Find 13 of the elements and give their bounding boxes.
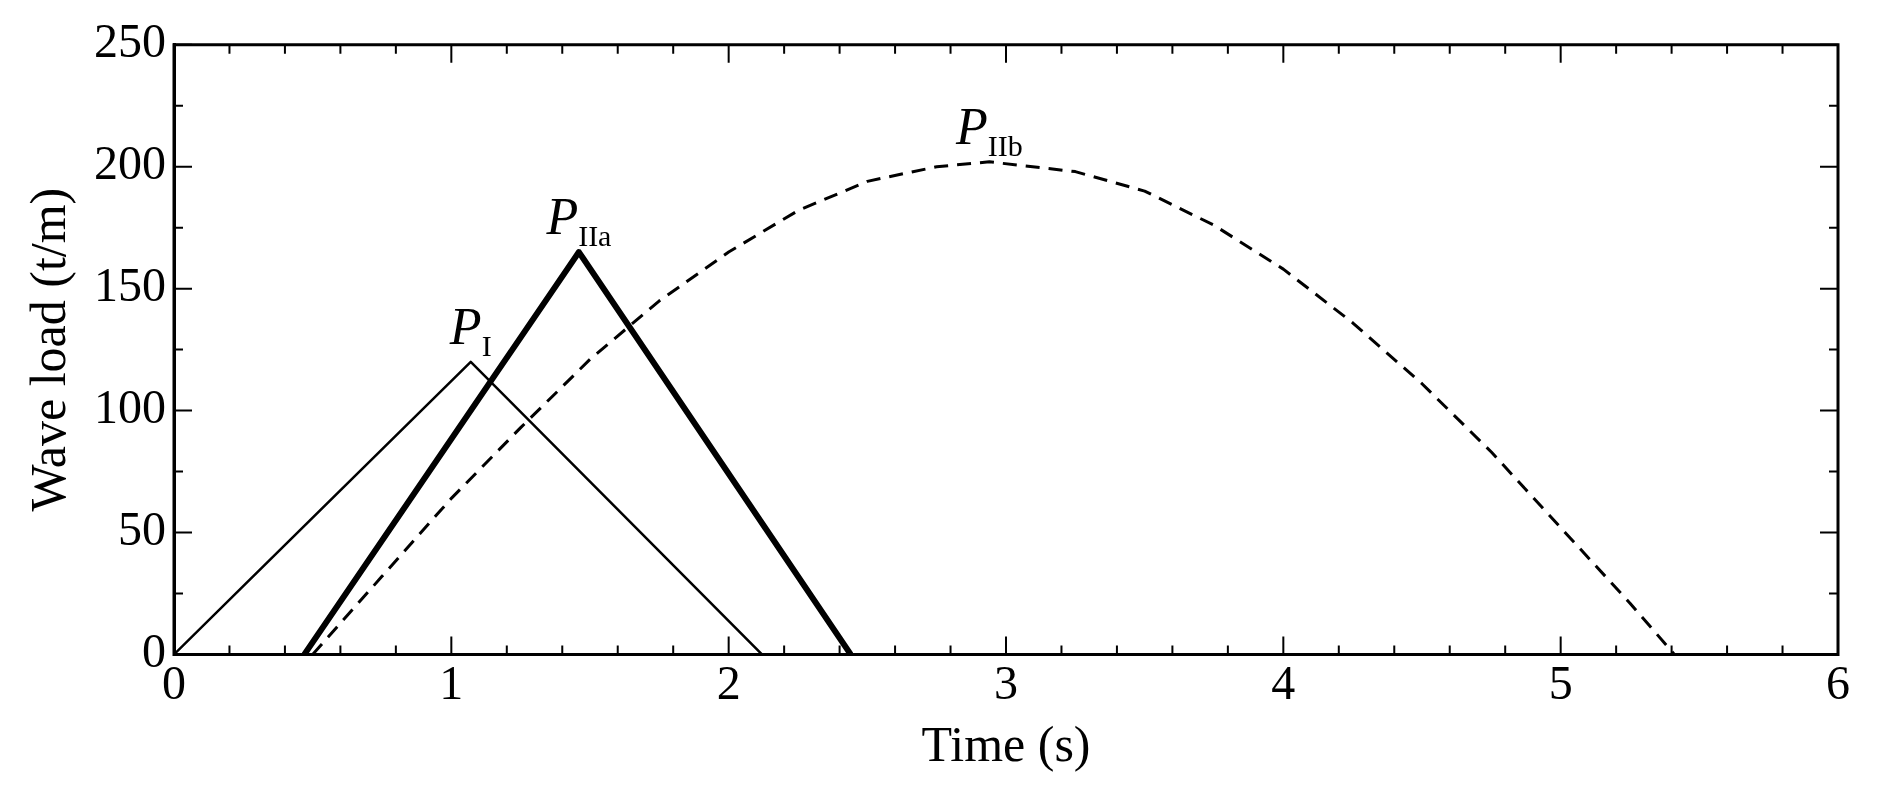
- x-axis-title: Time (s): [921, 716, 1091, 773]
- y-tick-label: 250: [94, 14, 166, 68]
- x-tick-label: 1: [439, 655, 464, 709]
- y-tick-label: 50: [118, 502, 166, 556]
- y-axis-title: Wave load (t/m): [20, 187, 77, 512]
- x-tick-label: 5: [1548, 655, 1573, 709]
- y-tick-label: 100: [94, 380, 166, 434]
- y-tick-label: 200: [94, 136, 166, 190]
- x-tick-label: 2: [716, 655, 741, 709]
- y-tick-label: 150: [94, 258, 166, 312]
- x-tick-label: 4: [1271, 655, 1296, 709]
- x-tick-label: 6: [1826, 655, 1850, 709]
- x-tick-label: 3: [994, 655, 1018, 709]
